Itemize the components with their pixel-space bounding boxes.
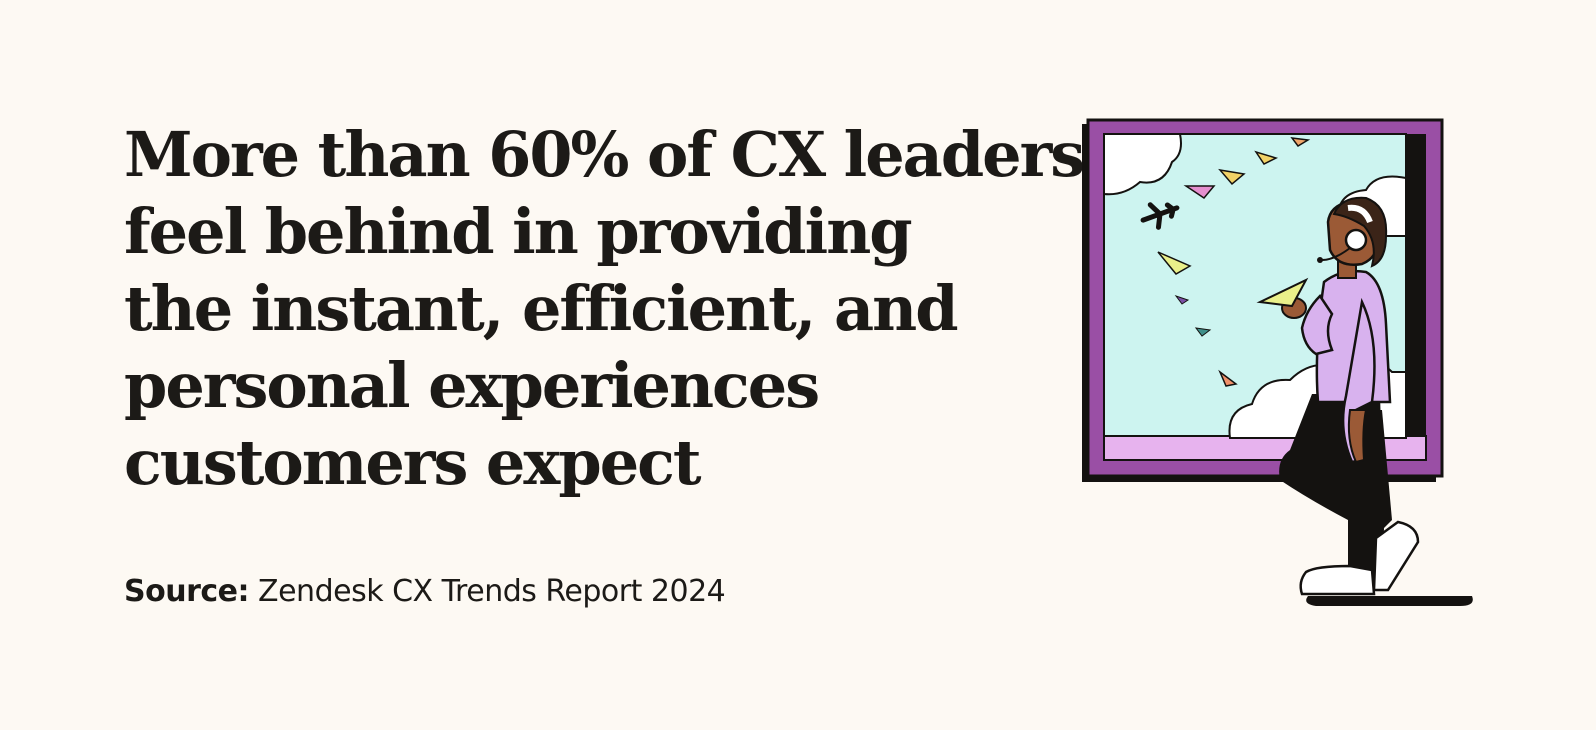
headline: More than 60% of CX leaders feel behind … [124, 116, 1085, 501]
headset-ear [1344, 228, 1368, 252]
paper-plane-3 [1218, 168, 1246, 186]
paper-plane-7 [1194, 327, 1212, 337]
paper-plane-in-hand [1256, 277, 1309, 308]
paper-plane-2 [1290, 137, 1311, 147]
airplane-icon [1140, 202, 1180, 230]
shoe-front [1299, 564, 1376, 596]
headline-line-1: More than 60% of CX leaders [124, 118, 1085, 191]
cloud-top-left [1103, 133, 1182, 196]
headset-mic [1321, 247, 1351, 261]
paper-plane-4 [1183, 185, 1216, 199]
headset-mic-tip [1317, 257, 1323, 263]
headline-line-3: the instant, efficient, and [124, 272, 959, 345]
source-text: Zendesk CX Trends Report 2024 [258, 574, 726, 609]
person-hair [1332, 196, 1388, 268]
source-label: Source: [124, 574, 250, 609]
person-back-leg [1360, 410, 1392, 540]
paper-plane-8 [1218, 369, 1238, 387]
headline-line-5: customers expect [124, 426, 702, 499]
paper-plane-1 [1254, 150, 1279, 165]
window-inner-shadow [1406, 134, 1426, 446]
ground-shadow [1306, 596, 1473, 606]
paper-plane-6 [1174, 295, 1190, 305]
headset-band [1347, 204, 1373, 224]
person-arm [1300, 294, 1334, 356]
source-citation: Source: Zendesk CX Trends Report 2024 [124, 574, 726, 609]
headline-line-4: personal experiences [124, 349, 820, 422]
person-with-headset-at-window-icon [1082, 118, 1473, 606]
person-other-hand [1347, 409, 1368, 464]
paper-plane-5 [1157, 251, 1192, 275]
headline-line-2: feel behind in providing [124, 195, 913, 268]
shoe-back [1372, 520, 1420, 592]
